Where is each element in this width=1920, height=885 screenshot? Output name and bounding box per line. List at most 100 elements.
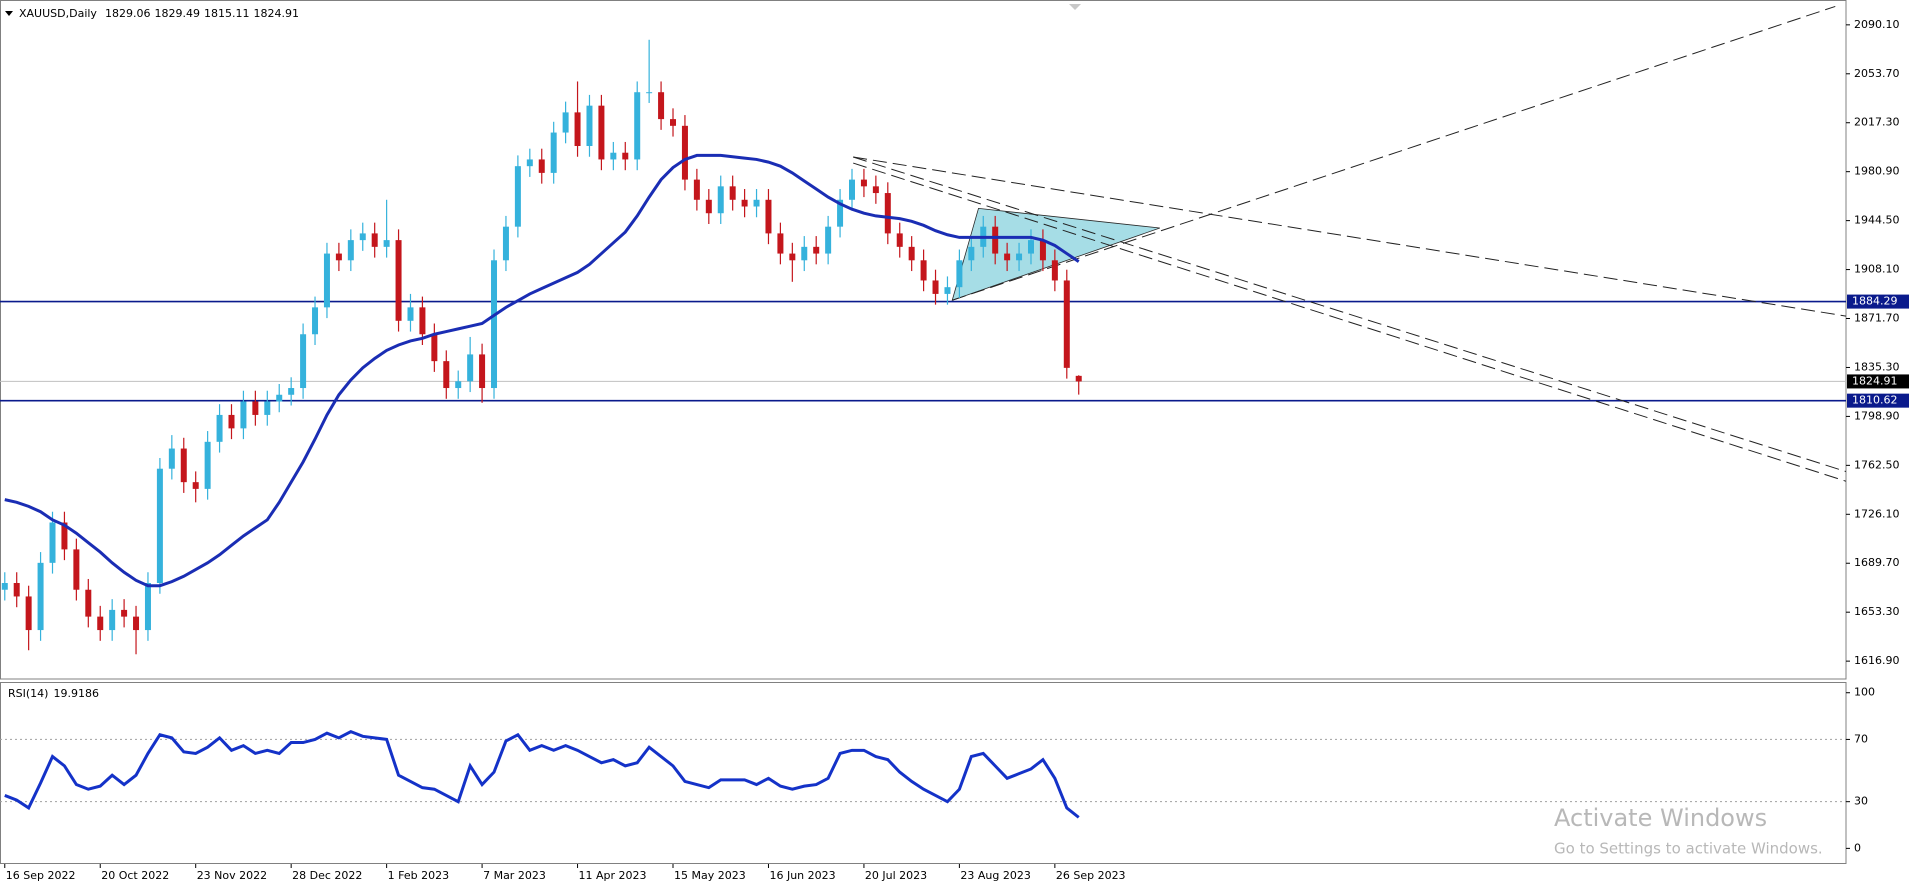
candle-body <box>610 152 617 160</box>
candle-body <box>479 354 486 389</box>
candle-body <box>97 616 104 631</box>
candle-body <box>383 240 390 247</box>
candle-body <box>753 199 760 207</box>
x-tick-label: 20 Jul 2023 <box>865 869 927 882</box>
candle-body <box>240 401 247 429</box>
candle-body <box>1051 260 1058 281</box>
candle-body <box>335 253 342 261</box>
candle-body <box>705 199 712 214</box>
y-tick-label: 1689.70 <box>1854 556 1900 569</box>
candle-body <box>634 92 641 160</box>
candle-body <box>670 119 677 126</box>
candle-body <box>777 233 784 254</box>
candle-body <box>192 482 199 489</box>
candle-body <box>813 246 820 254</box>
candle-body <box>491 260 498 389</box>
rsi-line <box>4 729 1080 819</box>
candle-body <box>133 616 140 631</box>
chart-header: XAUUSD,Daily 1829.06 1829.49 1815.11 1824.91 <box>19 7 299 20</box>
x-tick-label: 1 Feb 2023 <box>388 869 449 882</box>
candle-body <box>323 253 330 308</box>
candle-body <box>1016 253 1023 261</box>
x-tick-label: 23 Aug 2023 <box>960 869 1030 882</box>
candle-body <box>85 589 92 617</box>
level-label-box <box>1847 393 1909 408</box>
candle-body <box>1 583 8 590</box>
candle-body <box>359 233 366 241</box>
candle-body <box>216 414 223 442</box>
candle-body <box>526 159 533 167</box>
x-tick-label: 15 May 2023 <box>674 869 746 882</box>
candle-body <box>443 361 450 389</box>
price-label-box <box>1847 374 1909 389</box>
rsi-value: 19.9186 <box>53 687 99 700</box>
y-tick-label: 1944.50 <box>1854 214 1900 227</box>
level-label-box <box>1847 294 1909 309</box>
candle-body <box>1004 253 1011 261</box>
y-tick-label: 1835.30 <box>1854 360 1900 373</box>
candle-body <box>825 226 832 254</box>
candle-body <box>658 92 665 120</box>
candle-body <box>920 260 927 281</box>
candle-body <box>37 562 44 631</box>
header-arrow <box>5 11 13 16</box>
high-value: 1829.49 <box>154 7 200 20</box>
candle-body <box>109 609 116 631</box>
candle-body <box>276 394 283 402</box>
rsi-panel <box>0 682 1847 864</box>
candle-body <box>156 468 163 584</box>
x-tick-label: 20 Oct 2022 <box>101 869 169 882</box>
y-tick-label: 2017.30 <box>1854 116 1900 129</box>
y-tick-label: 1908.10 <box>1854 263 1900 276</box>
candle-body <box>204 441 211 489</box>
y-tick-label: 30 <box>1854 795 1868 808</box>
watermark-title: Activate Windows <box>1554 804 1767 832</box>
main-plot <box>0 5 1846 655</box>
x-tick-label: 23 Nov 2022 <box>197 869 267 882</box>
candle-body <box>1027 240 1034 254</box>
candle-body <box>1039 240 1046 261</box>
candle-body <box>872 186 879 194</box>
candle-body <box>347 240 354 261</box>
trendline <box>853 156 1846 473</box>
candle-body <box>789 253 796 261</box>
y-tick-label: 1871.70 <box>1854 312 1900 325</box>
candle-body <box>467 354 474 382</box>
x-tick-label: 28 Dec 2022 <box>292 869 362 882</box>
rsi-plot <box>0 729 1846 819</box>
open-value: 1829.06 <box>105 7 151 20</box>
candle-body <box>144 583 151 631</box>
y-tick-label: 2053.70 <box>1854 67 1900 80</box>
candle-body <box>860 179 867 187</box>
y-tick-label: 1798.90 <box>1854 409 1900 422</box>
candle-body <box>729 186 736 200</box>
trendline <box>952 5 1836 301</box>
candle-body <box>801 246 808 261</box>
rsi-header: RSI(14) 19.9186 <box>8 687 99 700</box>
x-tick-label: 16 Sep 2022 <box>6 869 76 882</box>
candle-body <box>849 179 855 200</box>
candle-body <box>693 179 700 200</box>
candle-body <box>1063 280 1070 368</box>
main-panel <box>0 0 1847 680</box>
candle-body <box>407 307 414 321</box>
candle-body <box>228 414 235 429</box>
rsi-title: RSI(14) <box>8 687 48 700</box>
price-label: 1824.91 <box>1852 374 1898 387</box>
candle-body <box>932 280 939 294</box>
candle-body <box>264 401 271 415</box>
candle-body <box>288 388 295 395</box>
candle-body <box>741 199 748 207</box>
candle-body <box>252 401 259 415</box>
candle-body <box>550 132 557 173</box>
candle-body <box>646 92 653 94</box>
trendline <box>853 156 1846 317</box>
moving-average <box>4 153 1080 588</box>
watermark-text: Go to Settings to activate Windows. <box>1554 840 1823 858</box>
candle-body <box>538 159 545 173</box>
candle-body <box>502 226 509 261</box>
candle-body <box>598 105 605 160</box>
candle-body <box>622 152 629 160</box>
candle-body <box>765 199 772 234</box>
